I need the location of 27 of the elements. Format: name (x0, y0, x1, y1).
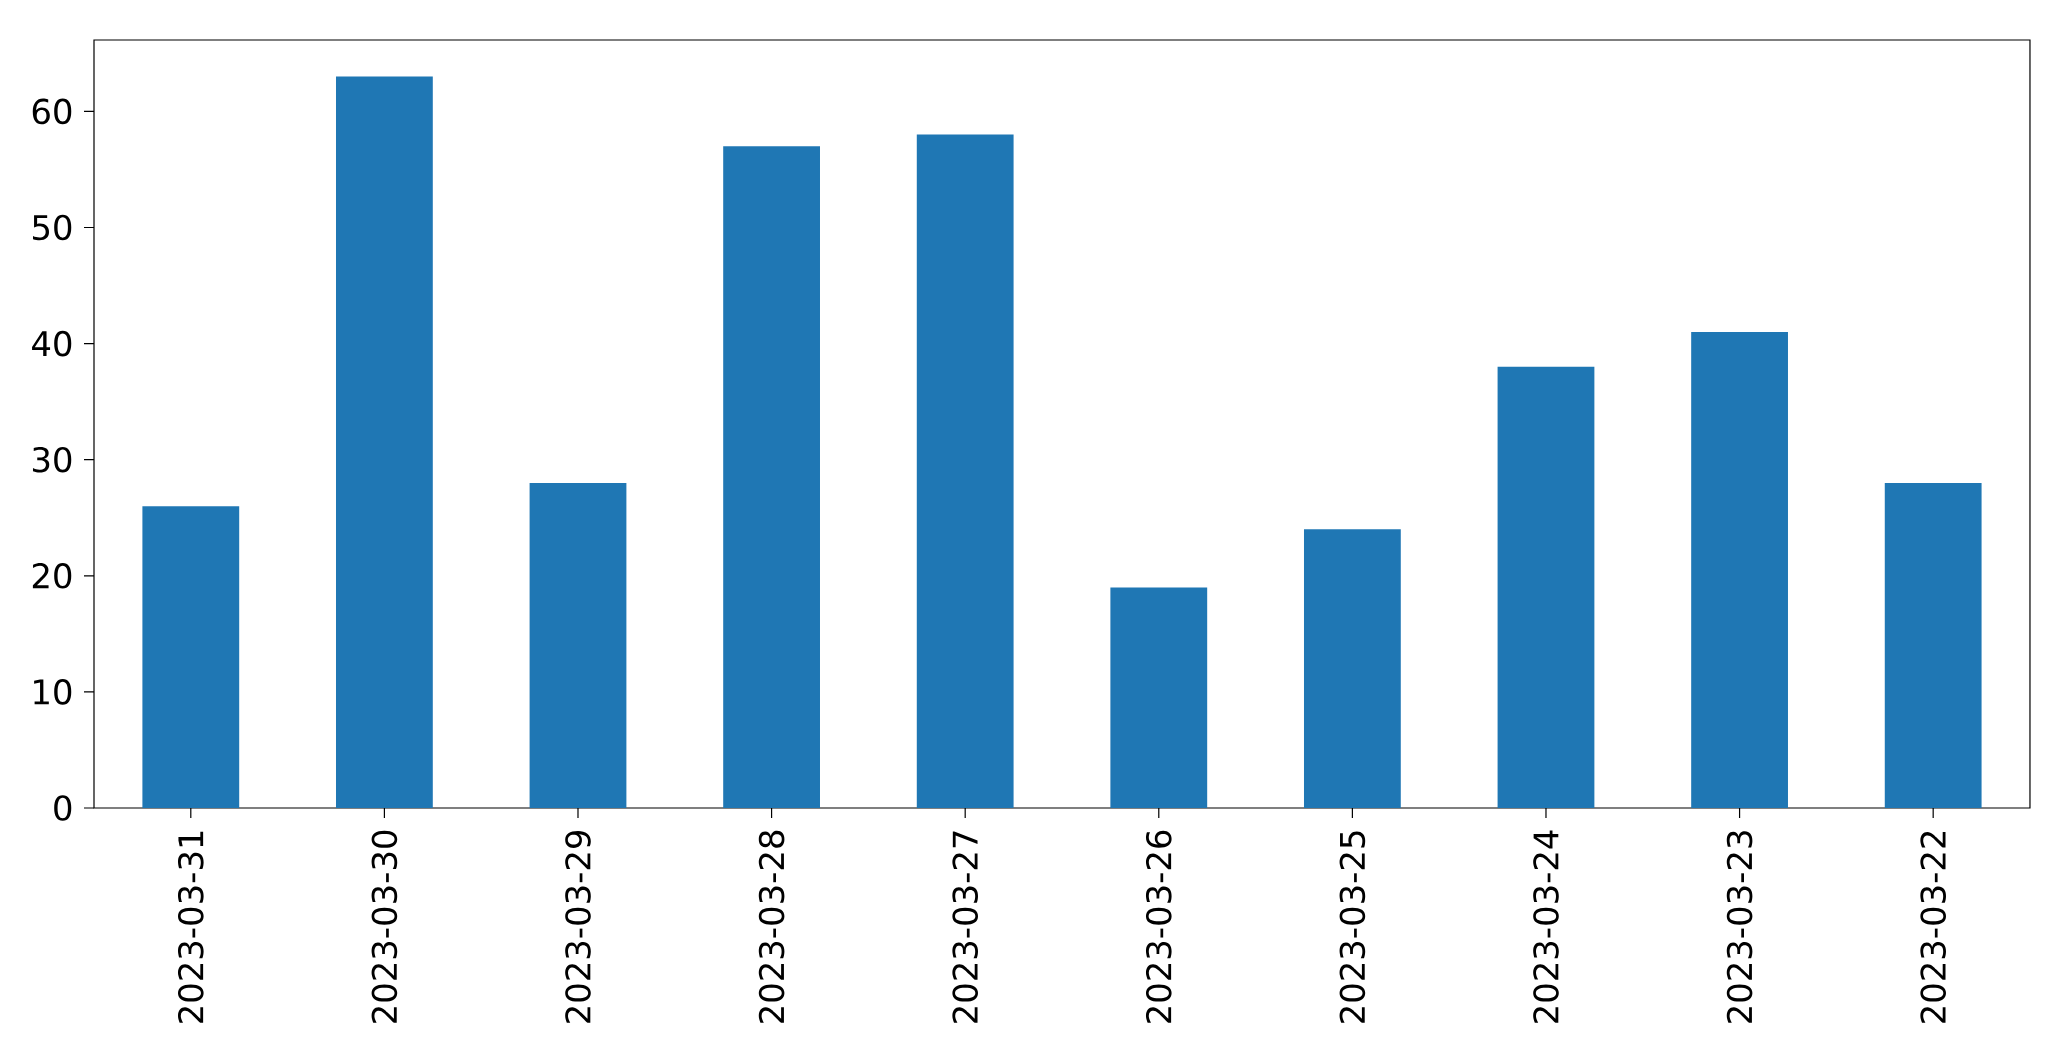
x-tick-label: 2023-03-31 (177, 831, 204, 1023)
x-tick-label: 2023-03-28 (758, 830, 785, 1023)
x-tick-label: 2023-03-26 (1145, 830, 1172, 1023)
y-tick-label: 60 (32, 98, 72, 125)
y-tick-label: 0 (54, 795, 72, 821)
bar (1303, 529, 1401, 808)
y-tick-label: 20 (32, 562, 72, 589)
y-tick-label: 50 (33, 214, 72, 241)
bar (723, 146, 820, 808)
bar (916, 134, 1014, 808)
x-tick-label: 2023-03-29 (565, 830, 591, 1023)
x-tick-label: 2023-03-25 (1339, 831, 1366, 1023)
bar (336, 76, 433, 808)
y-tick-label: 10 (34, 679, 72, 705)
bar (142, 506, 240, 808)
bar (1691, 331, 1788, 808)
bar (1884, 482, 1982, 808)
y-tick-label: 30 (32, 446, 72, 473)
x-tick-label: 2023-03-27 (952, 831, 978, 1023)
x-tick-label: 2023-03-22 (1920, 831, 1946, 1023)
bar (1497, 366, 1595, 808)
x-tick-label: 2023-03-30 (371, 830, 398, 1023)
bar (1110, 587, 1208, 808)
bar (529, 482, 627, 808)
x-tick-label: 2023-03-23 (1726, 831, 1753, 1023)
y-tick-label: 40 (32, 330, 72, 357)
x-tick-label: 2023-03-24 (1533, 830, 1559, 1023)
